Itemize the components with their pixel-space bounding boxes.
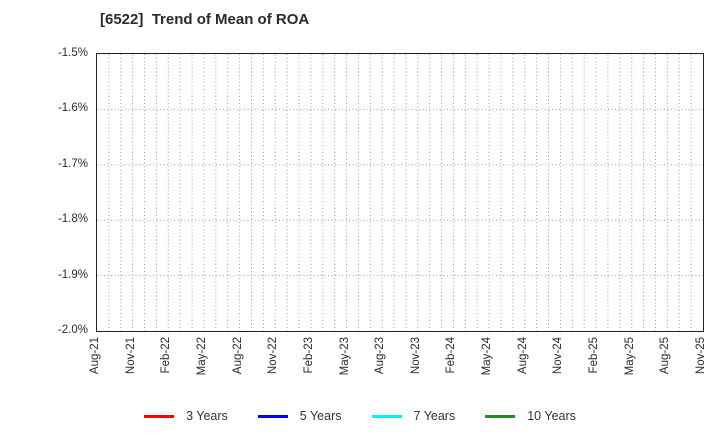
x-tick-label: Feb-22 <box>160 337 173 374</box>
x-tick-label: Aug-22 <box>231 337 244 375</box>
plot-area <box>96 53 704 332</box>
x-tick-label: May-24 <box>481 337 494 376</box>
legend-line-swatch <box>144 414 175 418</box>
chart-title: [6522] Trend of Mean of ROA <box>100 11 310 28</box>
y-tick-label: -1.5% <box>57 47 88 59</box>
y-tick-label: -1.6% <box>57 102 88 115</box>
x-tick-label: May-23 <box>338 337 351 376</box>
x-tick-label: May-25 <box>623 337 636 376</box>
y-tick-label: -1.8% <box>57 213 88 226</box>
x-tick-label: Aug-23 <box>374 337 387 375</box>
legend-line-swatch <box>485 414 516 418</box>
y-tick-label: -1.9% <box>57 268 88 281</box>
x-tick-label: May-22 <box>195 337 208 376</box>
legend-label: 5 Years <box>299 409 342 423</box>
legend: 3 Years 5 Years 7 Years 10 Years <box>0 405 720 427</box>
x-tick-label: Nov-25 <box>695 337 707 375</box>
legend-line-swatch <box>257 414 288 418</box>
x-tick-label: Nov-23 <box>409 337 422 375</box>
x-tick-label: Nov-24 <box>552 337 565 375</box>
y-tick-label: -1.7% <box>57 157 88 170</box>
x-tick-label: Nov-21 <box>124 337 137 375</box>
x-tick-label: Aug-21 <box>89 337 101 375</box>
legend-line-swatch <box>371 414 402 418</box>
legend-item: 10 Years <box>485 409 576 423</box>
x-tick-label: Nov-22 <box>267 337 280 375</box>
x-tick-label: Feb-25 <box>588 337 601 374</box>
y-tick-label: -2.0% <box>57 324 88 336</box>
x-tick-label: Feb-23 <box>302 337 315 374</box>
legend-label: 7 Years <box>413 409 456 423</box>
legend-label: 10 Years <box>527 409 576 423</box>
x-tick-label: Feb-24 <box>445 337 458 374</box>
legend-item: 7 Years <box>371 409 456 423</box>
legend-label: 3 Years <box>186 409 228 423</box>
x-tick-label: Aug-24 <box>516 337 529 375</box>
legend-item: 5 Years <box>257 409 342 423</box>
x-tick-label: Aug-25 <box>659 337 672 375</box>
legend-item: 3 Years <box>144 409 228 423</box>
grid-lines <box>97 54 703 331</box>
